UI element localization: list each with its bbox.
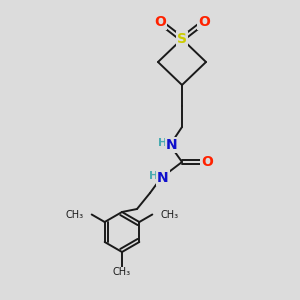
Text: O: O	[201, 155, 213, 169]
Text: N: N	[157, 171, 169, 185]
Text: CH₃: CH₃	[66, 209, 84, 220]
Text: O: O	[154, 15, 166, 29]
Text: N: N	[166, 138, 178, 152]
Text: CH₃: CH₃	[160, 209, 178, 220]
Text: O: O	[198, 15, 210, 29]
Text: H: H	[158, 138, 168, 148]
Text: H: H	[149, 171, 159, 181]
Text: S: S	[177, 32, 187, 46]
Text: CH₃: CH₃	[113, 267, 131, 277]
